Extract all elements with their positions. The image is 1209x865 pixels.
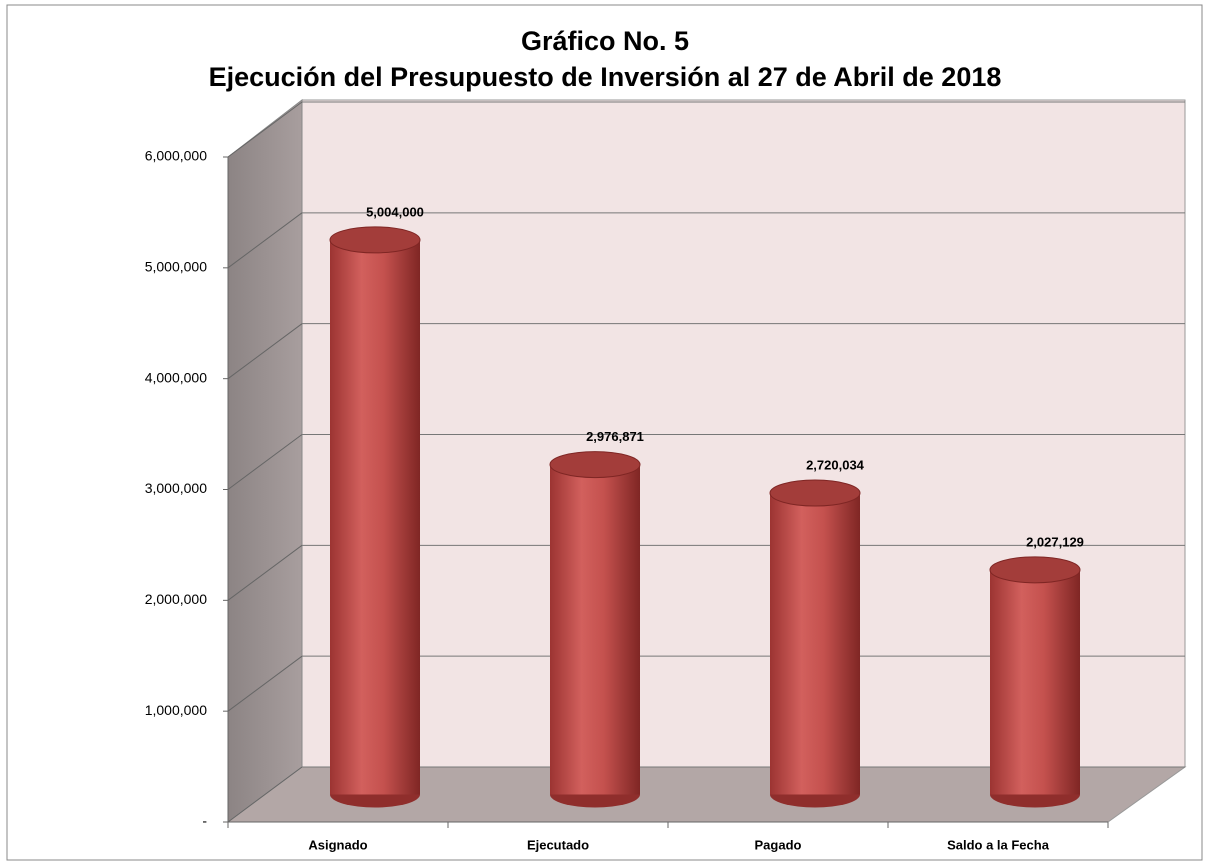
- bar-top: [769, 479, 861, 507]
- chart-subtitle: Ejecución del Presupuesto de Inversión a…: [209, 62, 1002, 92]
- grid-line-side: [227, 544, 303, 601]
- chart-title: Gráfico No. 5: [521, 26, 689, 56]
- bar-top: [989, 556, 1081, 584]
- data-label: 5,004,000: [366, 204, 424, 219]
- bar-top: [549, 451, 641, 479]
- bar: [770, 493, 860, 795]
- x-tick-label: Saldo a la Fecha: [947, 837, 1050, 852]
- y-tick-label: -: [202, 813, 207, 829]
- bar-top: [329, 226, 421, 254]
- grid-line-side: [227, 212, 303, 269]
- side-wall: [227, 98, 303, 823]
- grid-line-side: [227, 655, 303, 712]
- bar: [550, 464, 640, 795]
- grid-line-side: [227, 323, 303, 380]
- x-tick-label: Ejecutado: [527, 837, 589, 852]
- y-tick-label: 3,000,000: [145, 480, 207, 496]
- data-label: 2,976,871: [586, 429, 644, 444]
- bar: [990, 569, 1080, 795]
- y-tick-label: 4,000,000: [145, 369, 207, 385]
- data-label: 2,027,129: [1026, 534, 1084, 549]
- bar: [330, 239, 420, 795]
- grid-line-side: [227, 766, 303, 823]
- y-tick-label: 1,000,000: [145, 702, 207, 718]
- y-tick-label: 5,000,000: [145, 259, 207, 275]
- y-tick-label: 2,000,000: [145, 591, 207, 607]
- x-tick-label: Pagado: [755, 837, 802, 852]
- grid-line-side: [227, 434, 303, 490]
- x-tick-label: Asignado: [308, 837, 367, 852]
- grid-line-side: [227, 101, 303, 158]
- y-tick-label: 6,000,000: [145, 148, 207, 164]
- data-label: 2,720,034: [806, 457, 865, 472]
